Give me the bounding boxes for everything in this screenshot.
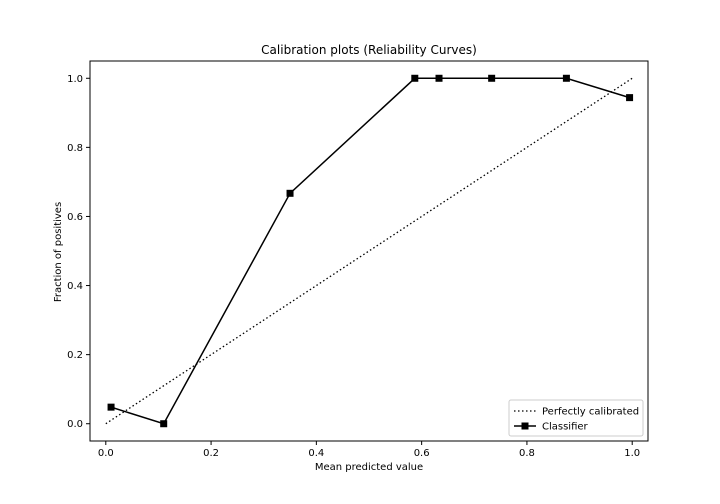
legend-label: Perfectly calibrated	[542, 407, 639, 418]
legend-box	[508, 399, 644, 437]
classifier-line	[110, 77, 630, 425]
perfectly-calibrated-line	[105, 77, 633, 425]
x-tick-label: 0.0	[98, 448, 114, 459]
legend-swatch-marker	[521, 422, 529, 430]
classifier-point	[562, 74, 570, 82]
x-tick-label: 0.6	[414, 448, 430, 459]
x-axis-label: Mean predicted value	[315, 462, 423, 473]
y-axis-label: Fraction of positives	[53, 202, 64, 302]
y-tick-label: 0.8	[67, 143, 83, 154]
x-tick-label: 0.4	[308, 448, 324, 459]
legend-label: Classifier	[542, 422, 589, 433]
y-tick-label: 0.6	[67, 212, 83, 223]
x-tick-label: 1.0	[624, 448, 640, 459]
y-tick-label: 0.2	[67, 350, 83, 361]
plot-frame	[89, 60, 649, 442]
chart-title: Calibration plots (Reliability Curves)	[261, 43, 477, 57]
classifier-point	[107, 403, 115, 411]
ticks-layer: 0.0 0.2 0.4 0.6 0.8 1.0 0.0 0.2 0.4 0.6 0.8 1.0	[67, 74, 640, 459]
classifier-point	[626, 94, 634, 102]
classifier-point	[488, 74, 496, 82]
classifier-point	[435, 74, 443, 82]
classifier-point	[411, 74, 419, 82]
legend: Perfectly calibrated Classifier	[508, 399, 644, 437]
series-layer	[105, 74, 634, 428]
classifier-point	[160, 420, 168, 428]
y-tick-label: 0.0	[67, 419, 83, 430]
x-tick-label: 0.2	[203, 448, 219, 459]
y-tick-label: 0.4	[67, 281, 83, 292]
classifier-point	[286, 189, 294, 197]
y-tick-label: 1.0	[67, 74, 83, 85]
x-tick-label: 0.8	[519, 448, 535, 459]
